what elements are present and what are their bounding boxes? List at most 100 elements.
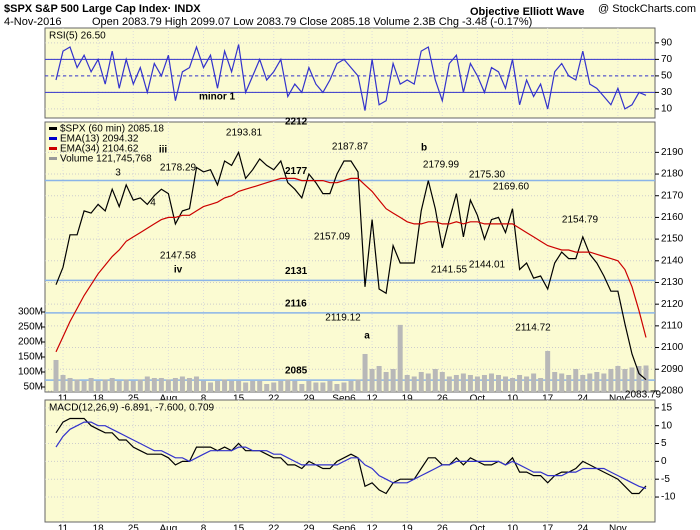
annotation: 2179.99: [423, 160, 460, 171]
volume-bar: [151, 377, 157, 392]
panel: [44, 121, 656, 393]
volume-bar: [580, 374, 586, 392]
volume-bar: [488, 373, 494, 392]
x-tick-label: 18: [93, 394, 105, 405]
x-tick-label: Nov: [609, 524, 627, 530]
volume-bar: [201, 380, 206, 392]
x-tick-label: Nov: [609, 394, 627, 405]
volume-bar: [243, 382, 249, 392]
annotation: 2119.12: [325, 313, 361, 324]
annotation: 2083.79: [625, 390, 662, 401]
volume-bar: [439, 371, 445, 392]
y-tick-label: 10: [661, 104, 673, 115]
volume-bar: [102, 379, 108, 392]
volume-bar: [53, 359, 59, 392]
legend-label: EMA(13) 2094.32: [60, 134, 139, 145]
panel-label: MACD(12,26,9) -6.891, -7.600, 0.709: [49, 403, 215, 414]
volume-bar: [95, 380, 101, 392]
volume-bar: [397, 324, 403, 392]
volume-bar: [264, 383, 270, 392]
volume-bar: [552, 371, 558, 392]
volume-bar: [446, 376, 452, 392]
volume-bar: [236, 380, 242, 392]
y2-tick-label: 200M: [18, 337, 43, 348]
x-tick-label: 11: [58, 524, 69, 530]
x-tick-label: 29: [303, 524, 315, 530]
annotation: 2154.79: [562, 215, 599, 226]
y-tick-label: 2080: [661, 386, 684, 397]
annotation: iii: [159, 145, 168, 156]
volume-bar: [193, 376, 199, 392]
panel: [44, 27, 656, 119]
x-tick-label: 24: [577, 394, 589, 405]
y-tick-label: 2160: [661, 212, 684, 223]
volume-bar: [383, 371, 389, 392]
volume-bar: [165, 379, 171, 392]
volume-bar: [362, 353, 368, 392]
volume-bar: [418, 371, 424, 392]
volume-bar: [643, 365, 649, 392]
volume-bar: [215, 380, 221, 392]
x-tick-label: 22: [268, 394, 280, 405]
volume-bar: [109, 377, 115, 392]
y-tick-label: 5: [661, 438, 667, 449]
annotation: 2157.09: [314, 232, 351, 243]
x-tick-label: Aug: [159, 524, 177, 530]
volume-bar: [460, 373, 466, 392]
volume-bar: [306, 380, 312, 392]
x-tick-label: 10: [507, 394, 519, 405]
volume-bar: [467, 374, 473, 392]
volume-bar: [257, 380, 263, 392]
y-tick-label: 2150: [661, 234, 684, 245]
line-series: [55, 417, 647, 495]
level-label: 2131: [285, 266, 308, 277]
volume-bar: [622, 368, 628, 392]
volume-bar: [158, 377, 164, 392]
volume-bar: [172, 377, 178, 392]
y-tick-label: 10: [661, 420, 673, 431]
volume-bar: [334, 383, 340, 392]
level-label: 2116: [285, 298, 307, 309]
volume-bar: [74, 379, 80, 392]
volume-bar: [341, 382, 347, 392]
volume-bar: [299, 383, 305, 392]
y-tick-label: 30: [661, 87, 673, 98]
level-label: 2177: [285, 166, 308, 177]
volume-bar: [130, 380, 136, 392]
legend-swatch: [49, 157, 57, 160]
volume-bar: [615, 365, 621, 392]
volume-bar: [453, 374, 459, 392]
line-series: [55, 177, 647, 353]
line-series: [55, 150, 647, 381]
x-tick-label: 19: [402, 524, 414, 530]
volume-bar: [545, 350, 551, 392]
annotation: 2175.30: [469, 170, 506, 181]
y-tick-label: 15: [661, 402, 673, 413]
x-tick-label: 26: [437, 394, 449, 405]
legend-swatch: [49, 127, 57, 130]
volume-bar: [503, 376, 509, 392]
volume-bar: [474, 376, 480, 392]
volume-bar: [629, 367, 635, 392]
y-tick-label: 2090: [661, 364, 684, 375]
volume-bar: [594, 371, 600, 392]
x-tick-label: Oct: [470, 524, 486, 530]
volume-bar: [411, 376, 417, 392]
volume-bar: [292, 380, 298, 392]
y-tick-label: 70: [661, 54, 673, 65]
annotation: 2187.87: [332, 142, 369, 153]
legend-swatch: [49, 137, 57, 140]
volume-bar: [369, 368, 375, 392]
x-tick-label: 22: [268, 524, 280, 530]
x-tick-label: 17: [542, 524, 554, 530]
volume-bar: [608, 368, 614, 392]
volume-bar: [355, 379, 361, 392]
volume-bar: [481, 374, 487, 392]
y-tick-label: 2190: [661, 147, 684, 158]
volume-bar: [432, 368, 438, 392]
volume-bar: [123, 379, 129, 392]
volume-bar: [250, 380, 256, 392]
volume-bar: [137, 379, 143, 392]
volume-bar: [601, 373, 607, 392]
panel: [44, 399, 656, 523]
